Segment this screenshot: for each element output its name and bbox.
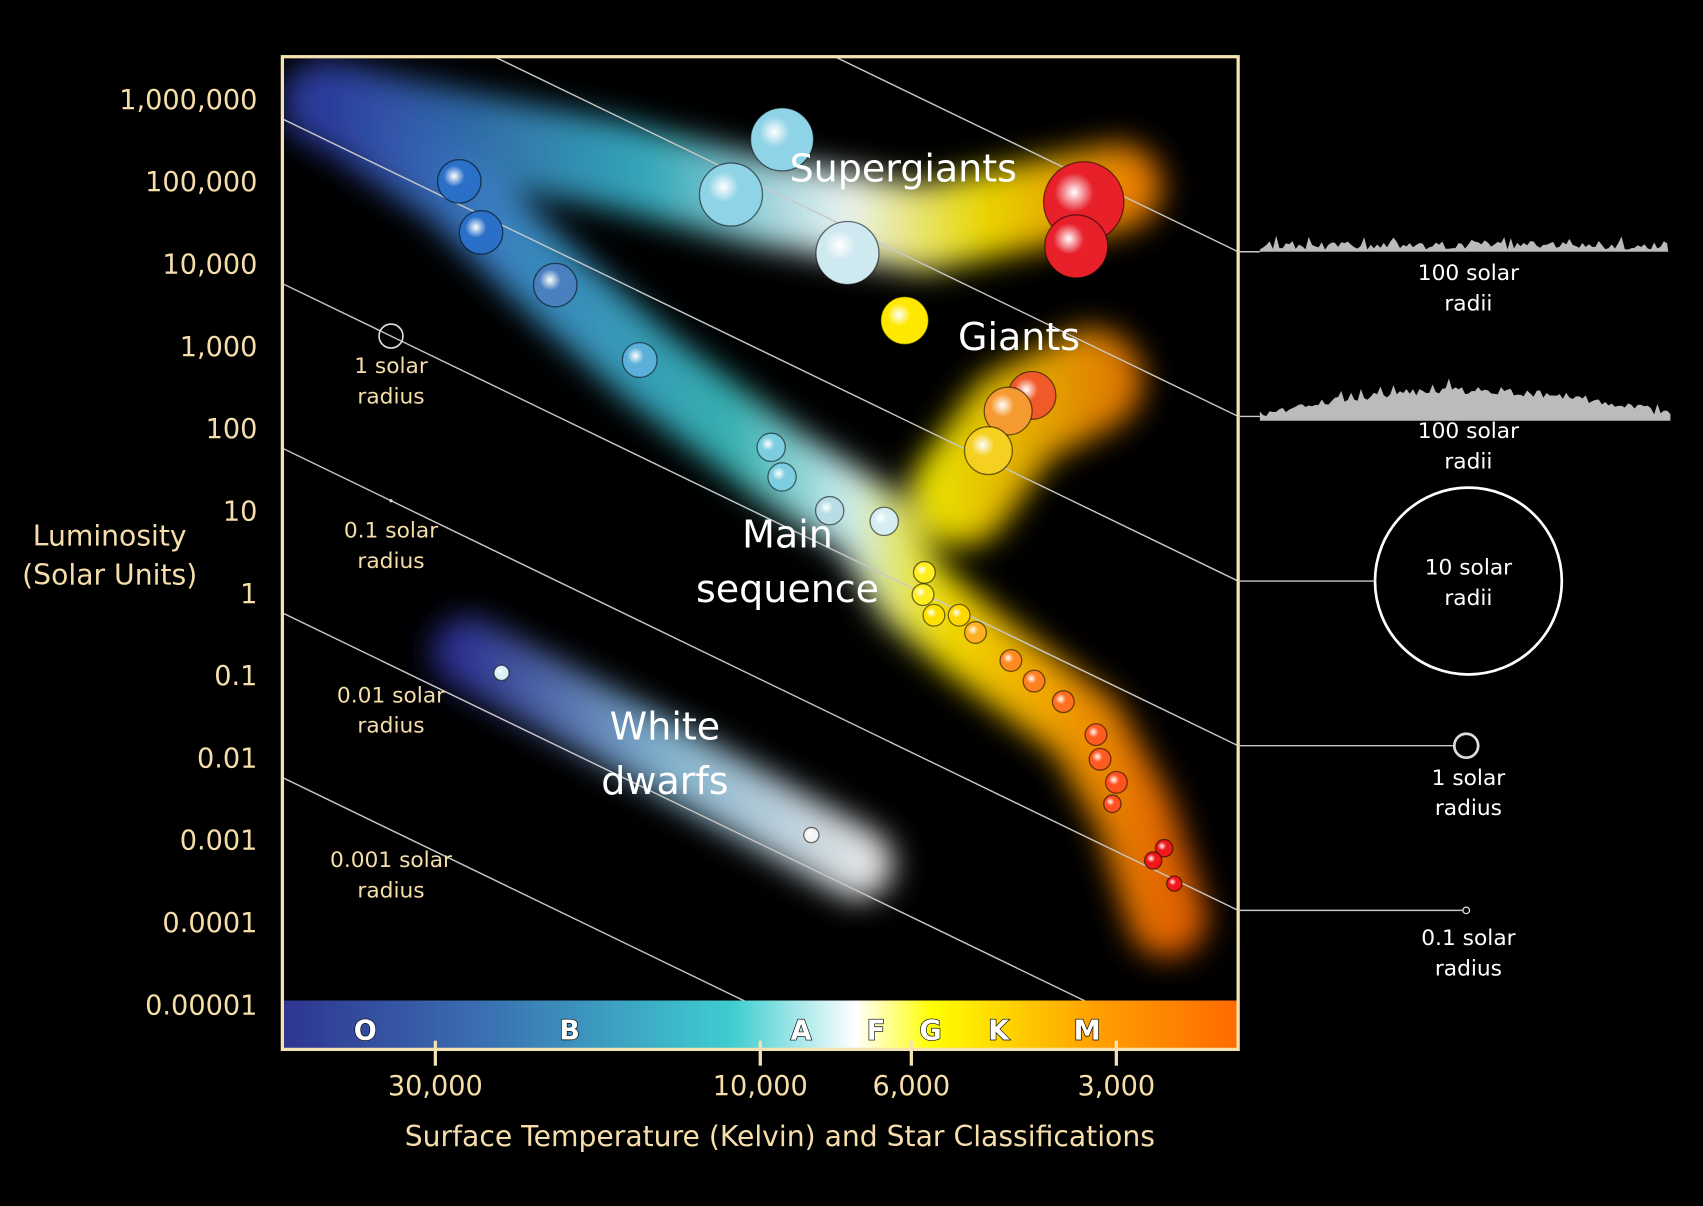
solar-size-marker	[389, 499, 392, 502]
y-tick-label: 0.1	[214, 661, 257, 692]
size-comparison-label: 100 solar	[1418, 419, 1519, 444]
main-sequence-star	[1089, 748, 1111, 770]
y-tick-label: 100	[206, 414, 258, 445]
white-dwarfs-label: dwarfs	[601, 759, 728, 803]
radius-line-label: radius	[357, 384, 424, 409]
radius-line	[163, 390, 1238, 910]
spectral-class-G: G	[919, 1016, 941, 1047]
main-sequence-star	[870, 507, 898, 535]
radius-line-label: 0.01 solar	[337, 683, 445, 708]
y-axis-label-line-1: Luminosity	[33, 519, 187, 552]
giants-label: Giants	[958, 315, 1080, 359]
main-sequence-star	[534, 263, 577, 306]
spectral-class-B: B	[559, 1016, 580, 1047]
x-tick-label: 3,000	[1077, 1071, 1155, 1102]
radius-line-label: radius	[357, 878, 424, 903]
star-10-radii-icon	[1375, 488, 1562, 675]
star-surface-curved	[1260, 379, 1671, 421]
supergiant-star	[881, 297, 929, 345]
radius-line-labels: 1 solar radius 0.1 solar radius 0.01 solar ra…	[330, 324, 452, 903]
size-comparison-label: radius	[1435, 796, 1502, 821]
y-tick-label: 0.00001	[145, 990, 257, 1021]
white-dwarf-star	[804, 827, 819, 842]
y-tick-label: 10	[223, 496, 258, 527]
radius-line	[163, 226, 1238, 746]
spectral-class-O: O	[354, 1016, 377, 1047]
size-comparison-label: radii	[1444, 291, 1492, 316]
radius-line	[163, 555, 1238, 1075]
radius-line-label: 0.1 solar	[344, 519, 438, 544]
main-sequence-star	[948, 604, 970, 626]
y-tick-label: 10,000	[162, 249, 257, 280]
y-axis-label-line-2: (Solar Units)	[22, 559, 197, 592]
population-bands	[326, 103, 1168, 918]
star-surface-100x	[1260, 236, 1668, 252]
y-tick-label: 1,000	[180, 332, 258, 363]
size-comparison-label: 1 solar	[1432, 766, 1506, 791]
hr-diagram: 1 solar radius 0.1 solar radius 0.01 solar ra…	[0, 0, 1703, 1206]
main-sequence-label: sequence	[696, 567, 879, 611]
size-comparison-panel: 100 solar radii 100 solar radii 10 solar radi…	[1238, 236, 1670, 982]
x-tick-label: 6,000	[872, 1071, 950, 1102]
main-sequence-star	[1145, 852, 1162, 869]
main-sequence-star	[923, 604, 945, 626]
supergiant-star	[816, 222, 879, 285]
y-tick-label: 100,000	[145, 167, 257, 198]
main-sequence-star	[965, 622, 987, 644]
main-sequence-star	[757, 433, 785, 461]
star-1-radius-icon	[1454, 734, 1478, 758]
supergiant-star	[699, 163, 762, 226]
main-sequence-star	[438, 160, 481, 203]
y-tick-label: 1,000,000	[119, 85, 257, 116]
size-comparison-label: radii	[1444, 450, 1492, 475]
main-sequence-star	[768, 463, 796, 491]
radius-line-label: 0.001 solar	[330, 848, 452, 873]
spectral-class-K: K	[988, 1016, 1010, 1047]
main-sequence-star	[912, 584, 934, 606]
x-tick-label: 30,000	[388, 1071, 483, 1102]
main-sequence-star	[1167, 876, 1182, 891]
main-sequence-star	[1085, 724, 1107, 746]
main-sequence-star	[914, 562, 936, 584]
y-tick-label: 0.001	[180, 826, 258, 857]
main-sequence-star	[622, 343, 657, 378]
x-axis-label: Surface Temperature (Kelvin) and Star Cl…	[405, 1120, 1155, 1153]
white-dwarf-band	[467, 652, 858, 864]
size-comparison-label: radii	[1444, 586, 1492, 611]
main-sequence-star	[1023, 670, 1045, 692]
x-tick-label: 10,000	[713, 1071, 808, 1102]
size-comparison-label: 100 solar	[1418, 261, 1519, 286]
radius-line-label: radius	[357, 549, 424, 574]
main-sequence-star	[1052, 691, 1074, 713]
star-0-1-radius-icon	[1463, 907, 1470, 914]
spectral-class-A: A	[791, 1016, 812, 1047]
size-comparison-label: 10 solar	[1425, 556, 1512, 581]
radius-line-label: 1 solar	[354, 354, 428, 379]
main-sequence-star	[459, 211, 502, 254]
supergiant-star	[1045, 215, 1108, 278]
y-tick-label: 1	[240, 579, 257, 610]
supergiants-label: Supergiants	[790, 146, 1017, 190]
y-axis-ticks: 1,000,000 100,000 10,000 1,000 100 10 1 0.1 0.01…	[119, 85, 257, 1022]
size-comparison-label: 0.1 solar	[1421, 926, 1515, 951]
spectral-class-F: F	[867, 1016, 886, 1047]
main-sequence-star	[1000, 650, 1022, 672]
main-sequence-star	[1106, 771, 1128, 793]
spectral-class-M: M	[1074, 1016, 1101, 1047]
y-tick-label: 0.01	[197, 743, 257, 774]
y-tick-label: 0.0001	[162, 908, 257, 939]
white-dwarf-star	[494, 665, 509, 680]
size-comparison-label: radius	[1435, 957, 1502, 982]
main-sequence-star	[1104, 795, 1121, 812]
white-dwarfs-label: White	[610, 705, 721, 749]
radius-line-label: radius	[357, 714, 424, 739]
main-sequence-label: Main	[742, 513, 833, 557]
giant-star	[965, 427, 1013, 475]
